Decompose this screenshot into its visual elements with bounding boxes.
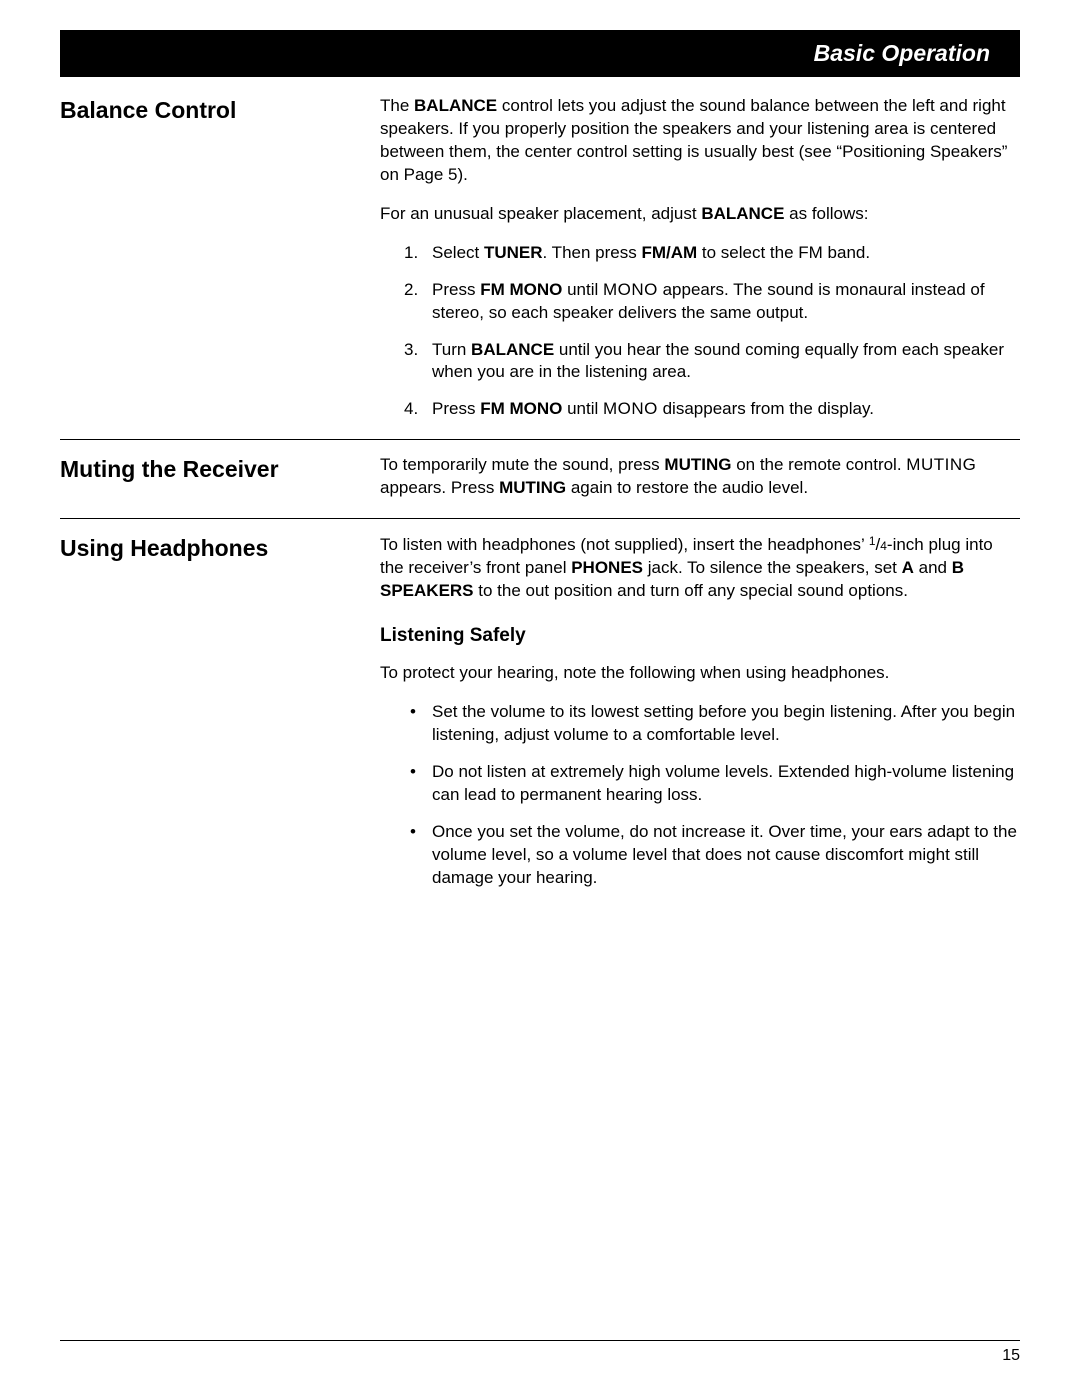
list-item: Once you set the volume, do not increase… (404, 821, 1020, 890)
section-body: The BALANCE control lets you adjust the … (380, 95, 1020, 427)
section-muting: Muting the Receiver To temporarily mute … (60, 454, 1020, 519)
paragraph: The BALANCE control lets you adjust the … (380, 95, 1020, 187)
paragraph: For an unusual speaker placement, adjust… (380, 203, 1020, 226)
list-item: 2. Press FM MONO until MONO appears. The… (404, 279, 1020, 325)
paragraph: To protect your hearing, note the follow… (380, 662, 1020, 685)
numbered-list: 1. Select TUNER. Then press FM/AM to sel… (380, 242, 1020, 422)
section-body: To listen with headphones (not supplied)… (380, 533, 1020, 904)
section-heading: Muting the Receiver (60, 454, 380, 506)
page-footer: 15 (60, 1340, 1020, 1365)
section-balance-control: Balance Control The BALANCE control lets… (60, 95, 1020, 440)
paragraph: To temporarily mute the sound, press MUT… (380, 454, 1020, 500)
section-body: To temporarily mute the sound, press MUT… (380, 454, 1020, 506)
section-heading: Balance Control (60, 95, 380, 427)
list-item: 4. Press FM MONO until MONO disappears f… (404, 398, 1020, 421)
subheading-listening-safely: Listening Safely (380, 623, 1020, 649)
manual-page: Basic Operation Balance Control The BALA… (0, 0, 1080, 970)
chapter-title: Basic Operation (814, 40, 990, 66)
page-number: 15 (1002, 1347, 1020, 1364)
paragraph: To listen with headphones (not supplied)… (380, 533, 1020, 603)
section-headphones: Using Headphones To listen with headphon… (60, 533, 1020, 916)
chapter-header: Basic Operation (60, 30, 1020, 77)
list-item: 1. Select TUNER. Then press FM/AM to sel… (404, 242, 1020, 265)
list-item: 3. Turn BALANCE until you hear the sound… (404, 339, 1020, 385)
list-item: Set the volume to its lowest setting bef… (404, 701, 1020, 747)
bulleted-list: Set the volume to its lowest setting bef… (380, 701, 1020, 890)
list-item: Do not listen at extremely high volume l… (404, 761, 1020, 807)
section-heading: Using Headphones (60, 533, 380, 904)
